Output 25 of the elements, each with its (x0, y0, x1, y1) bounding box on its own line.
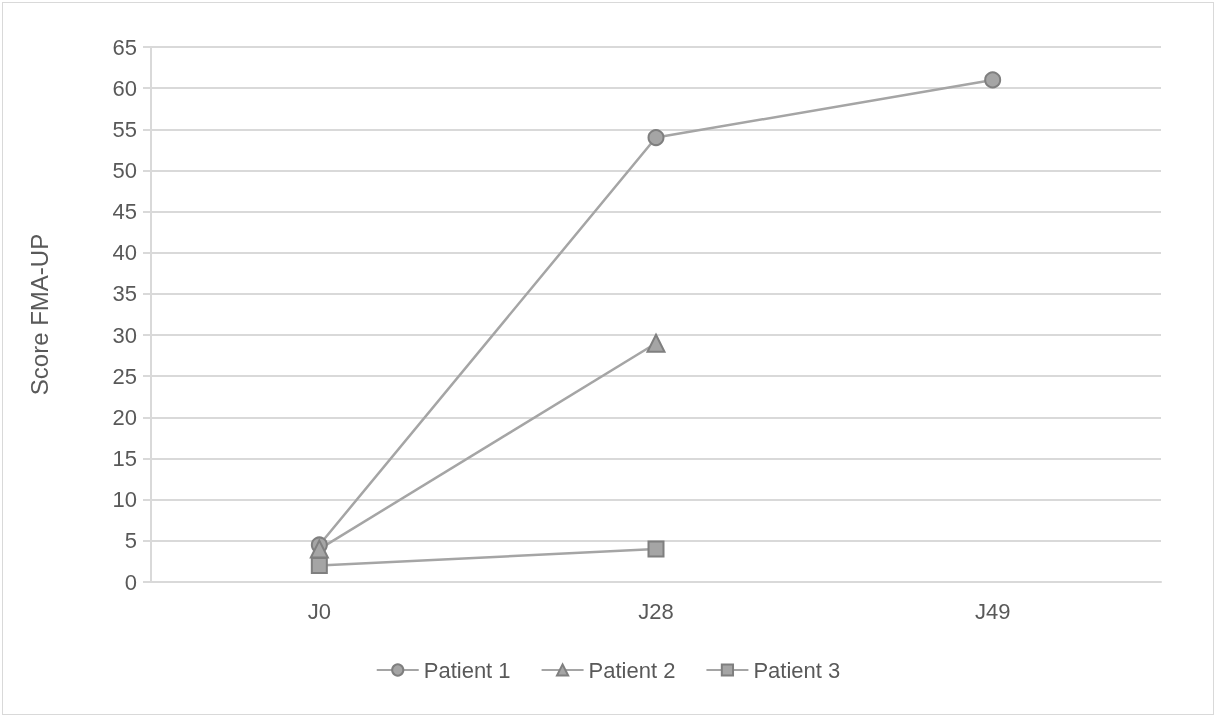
y-tick-label: 40 (112, 240, 137, 266)
y-tick-label: 55 (112, 116, 137, 142)
x-tick-label: J28 (638, 598, 674, 624)
x-tick-label: J0 (307, 598, 331, 624)
y-tick-label: 5 (124, 528, 137, 554)
point (647, 129, 665, 147)
y-tick-label: 10 (112, 487, 137, 513)
legend-label: Patient 3 (753, 657, 841, 683)
y-tick-label: 50 (112, 157, 137, 183)
legend-label: Patient 2 (588, 657, 676, 683)
y-tick-label: 30 (112, 322, 137, 348)
y-tick-label: 15 (112, 446, 137, 472)
point (984, 71, 1002, 89)
y-tick-label: 65 (112, 34, 137, 60)
y-tick-label: 0 (124, 569, 137, 595)
y-tick-label: 20 (112, 404, 137, 430)
y-tick-label: 25 (112, 363, 137, 389)
y-tick-label: 60 (112, 75, 137, 101)
point (647, 540, 665, 558)
y-axis-title: Score FMA-UP (25, 233, 53, 396)
x-tick-label: J49 (974, 598, 1011, 624)
y-tick-label: 45 (112, 199, 137, 225)
point (310, 557, 328, 575)
legend-label: Patient 1 (423, 657, 511, 683)
y-tick-label: 35 (112, 281, 137, 307)
